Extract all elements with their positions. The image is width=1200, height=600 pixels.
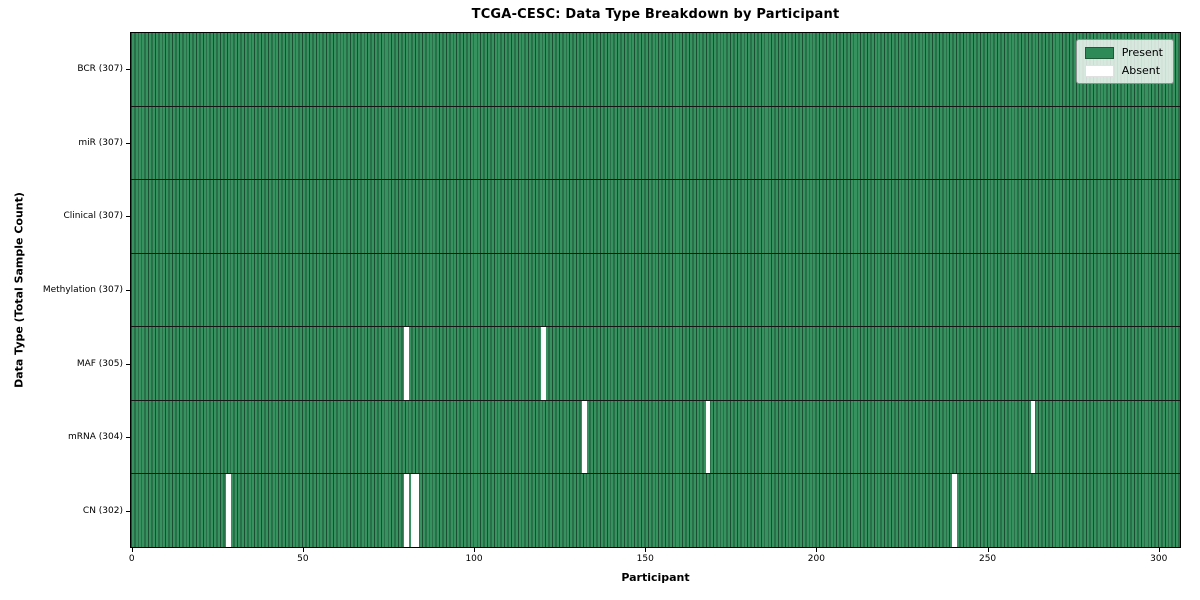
- absent-gap: [541, 327, 546, 400]
- x-tick-mark: [645, 548, 647, 552]
- x-tick-label: 100: [465, 554, 483, 564]
- x-tick-label: 300: [1150, 554, 1168, 564]
- y-tick-mark: [126, 216, 130, 218]
- absent-gap: [952, 474, 957, 548]
- heatmap-row-Clinical: [131, 179, 1180, 253]
- y-tick-mark: [126, 511, 130, 513]
- heatmap-row-miR: [131, 105, 1180, 180]
- legend-entry-present: Present: [1084, 46, 1163, 59]
- y-tick-label-Methylation: Methylation (307): [42, 285, 123, 295]
- absent-gap: [411, 474, 416, 548]
- absent-gap: [404, 474, 409, 548]
- absent-gap: [582, 400, 587, 474]
- heatmap-row-MAF: [131, 326, 1180, 400]
- legend-present-swatch: [1084, 46, 1114, 59]
- legend-absent-label: Absent: [1121, 64, 1161, 77]
- y-tick-mark: [126, 363, 130, 365]
- y-tick-mark: [126, 290, 130, 291]
- x-tick-label: 250: [978, 554, 997, 564]
- absent-gap: [414, 474, 420, 548]
- heatmap-row-mRNA: [131, 399, 1180, 474]
- x-tick-label: 0: [128, 554, 135, 564]
- heatmap-row-BCR: [131, 33, 1180, 106]
- x-tick-label: 50: [297, 554, 309, 564]
- y-tick-label-Clinical: Clinical (307): [63, 211, 123, 222]
- x-tick-label: 150: [636, 554, 654, 564]
- absent-gap: [1030, 400, 1036, 474]
- x-tick-mark: [987, 548, 989, 552]
- absent-gap: [705, 400, 711, 474]
- x-tick-mark: [1158, 548, 1160, 552]
- x-tick-mark: [131, 548, 133, 552]
- y-tick-label-mRNA: mRNA (304): [68, 432, 123, 443]
- y-tick-mark: [126, 142, 130, 144]
- y-tick-label-MAF: MAF (305): [76, 358, 123, 369]
- x-tick-mark: [302, 548, 304, 552]
- absent-gap: [404, 327, 409, 400]
- y-tick-label-miR: miR (307): [78, 137, 123, 148]
- y-axis-label: Data Type (Total Sample Count): [12, 192, 26, 388]
- x-tick-mark: [474, 548, 476, 552]
- y-tick-label-BCR: BCR (307): [77, 63, 123, 74]
- y-tick-label-CN: CN (302): [82, 506, 123, 517]
- x-tick-label: 200: [807, 554, 825, 564]
- legend-entry-absent: Absent: [1084, 64, 1163, 77]
- x-axis-label: Participant: [621, 571, 690, 584]
- plot-area: Present Absent: [130, 32, 1181, 548]
- x-tick-mark: [816, 548, 818, 552]
- legend: Present Absent: [1075, 39, 1174, 84]
- absent-gap: [226, 474, 231, 548]
- legend-absent-swatch: [1084, 64, 1114, 77]
- chart-title: TCGA-CESC: Data Type Breakdown by Partic…: [471, 7, 840, 22]
- y-tick-mark: [126, 68, 130, 70]
- heatmap-row-CN: [131, 473, 1180, 548]
- legend-present-label: Present: [1121, 46, 1163, 59]
- heatmap-row-Methylation: [131, 252, 1180, 327]
- y-tick-mark: [126, 437, 130, 439]
